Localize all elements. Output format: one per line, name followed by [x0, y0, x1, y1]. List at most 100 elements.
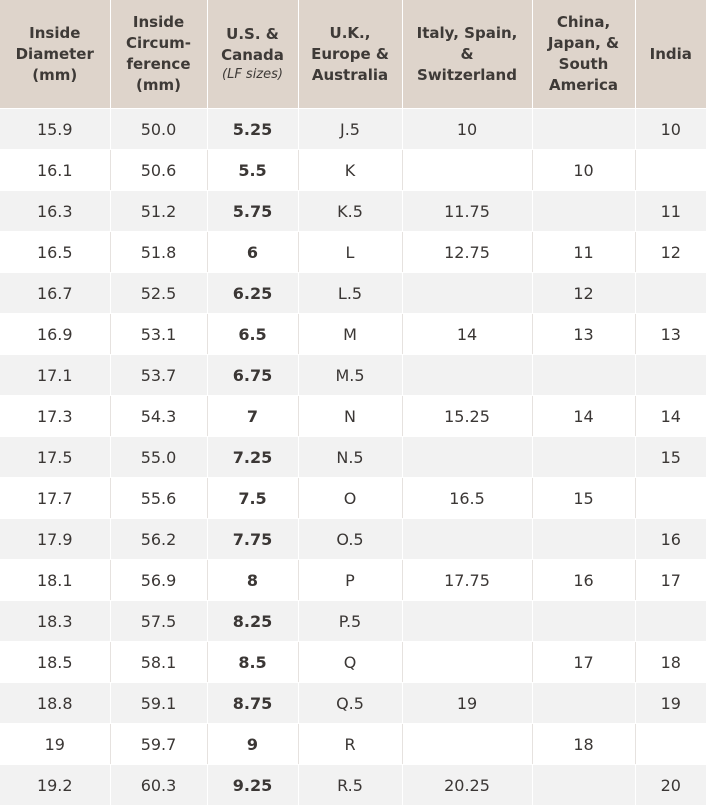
cell-china-japan-south-america [532, 436, 636, 478]
cell-us-canada: 6.75 [207, 354, 299, 396]
header-china-japan-south-america: China, Japan, & South America [532, 0, 636, 109]
cell-uk-europe-australia: N.5 [298, 436, 403, 478]
cell-us-canada: 9.25 [207, 764, 299, 806]
cell-inside-diameter: 16.9 [0, 313, 111, 355]
header-line: U.K., [329, 23, 371, 42]
cell-us-canada: 7.5 [207, 477, 299, 519]
header-uk-europe-australia: U.K., Europe & Australia [298, 0, 403, 109]
cell-inside-circumference: 59.1 [110, 682, 208, 724]
table-row: 17.9 56.2 7.75 O.5 16 [0, 518, 706, 560]
cell-inside-diameter: 16.1 [0, 149, 111, 191]
cell-italy-spain-switzerland: 16.5 [402, 477, 533, 519]
cell-italy-spain-switzerland [402, 272, 533, 314]
cell-inside-diameter: 19 [0, 723, 111, 765]
cell-us-canada: 9 [207, 723, 299, 765]
cell-italy-spain-switzerland [402, 149, 533, 191]
cell-inside-circumference: 56.9 [110, 559, 208, 601]
cell-uk-europe-australia: O.5 [298, 518, 403, 560]
table-row: 15.9 50.0 5.25 J.5 10 10 [0, 108, 706, 150]
cell-italy-spain-switzerland [402, 436, 533, 478]
table-row: 17.1 53.7 6.75 M.5 [0, 354, 706, 396]
cell-inside-diameter: 17.1 [0, 354, 111, 396]
cell-uk-europe-australia: M.5 [298, 354, 403, 396]
header-line: India [649, 44, 692, 63]
cell-china-japan-south-america: 11 [532, 231, 636, 273]
cell-inside-circumference: 60.3 [110, 764, 208, 806]
header-line: Canada [221, 46, 284, 64]
cell-italy-spain-switzerland: 19 [402, 682, 533, 724]
cell-india: 17 [635, 559, 706, 601]
cell-italy-spain-switzerland: 11.75 [402, 190, 533, 232]
header-inside-circumference: Inside Circum-ference (mm) [110, 0, 208, 109]
cell-inside-diameter: 16.3 [0, 190, 111, 232]
cell-china-japan-south-america [532, 354, 636, 396]
cell-inside-diameter: 17.5 [0, 436, 111, 478]
cell-inside-circumference: 55.6 [110, 477, 208, 519]
cell-italy-spain-switzerland: 10 [402, 108, 533, 150]
cell-uk-europe-australia: P.5 [298, 600, 403, 642]
cell-inside-circumference: 59.7 [110, 723, 208, 765]
cell-india: 13 [635, 313, 706, 355]
cell-inside-diameter: 18.3 [0, 600, 111, 642]
cell-italy-spain-switzerland: 12.75 [402, 231, 533, 273]
cell-india [635, 272, 706, 314]
cell-us-canada: 7.25 [207, 436, 299, 478]
table-row: 18.8 59.1 8.75 Q.5 19 19 [0, 682, 706, 724]
cell-india [635, 600, 706, 642]
header-row: Inside Diameter (mm) Inside Circum-ference (m… [0, 0, 706, 109]
cell-uk-europe-australia: R [298, 723, 403, 765]
cell-india [635, 354, 706, 396]
cell-inside-circumference: 51.2 [110, 190, 208, 232]
cell-inside-circumference: 55.0 [110, 436, 208, 478]
header-line: Italy, Spain, [416, 23, 518, 42]
header-subtitle: (LF sizes) [222, 67, 283, 82]
cell-inside-diameter: 18.8 [0, 682, 111, 724]
table-row: 17.7 55.6 7.5 O 16.5 15 [0, 477, 706, 519]
cell-china-japan-south-america [532, 518, 636, 560]
cell-italy-spain-switzerland [402, 600, 533, 642]
cell-italy-spain-switzerland [402, 641, 533, 683]
cell-inside-circumference: 50.6 [110, 149, 208, 191]
cell-us-canada: 6.25 [207, 272, 299, 314]
cell-inside-diameter: 19.2 [0, 764, 111, 806]
cell-china-japan-south-america: 17 [532, 641, 636, 683]
header-line: Europe & [311, 44, 389, 63]
cell-italy-spain-switzerland: 14 [402, 313, 533, 355]
cell-india [635, 477, 706, 519]
cell-inside-diameter: 16.5 [0, 231, 111, 273]
cell-china-japan-south-america: 15 [532, 477, 636, 519]
cell-us-canada: 5.5 [207, 149, 299, 191]
table-row: 16.7 52.5 6.25 L.5 12 [0, 272, 706, 314]
cell-india: 19 [635, 682, 706, 724]
cell-uk-europe-australia: Q.5 [298, 682, 403, 724]
cell-china-japan-south-america: 18 [532, 723, 636, 765]
cell-india [635, 723, 706, 765]
cell-uk-europe-australia: M [298, 313, 403, 355]
cell-us-canada: 8.75 [207, 682, 299, 724]
cell-inside-circumference: 58.1 [110, 641, 208, 683]
header-line: & [460, 44, 474, 63]
header-line: South [558, 55, 609, 73]
cell-us-canada: 8 [207, 559, 299, 601]
cell-inside-circumference: 53.1 [110, 313, 208, 355]
header-line: (mm) [32, 65, 78, 84]
cell-china-japan-south-america: 12 [532, 272, 636, 314]
cell-us-canada: 6 [207, 231, 299, 273]
cell-uk-europe-australia: L [298, 231, 403, 273]
header-line: China, [556, 13, 611, 31]
cell-inside-circumference: 51.8 [110, 231, 208, 273]
cell-italy-spain-switzerland: 17.75 [402, 559, 533, 601]
cell-uk-europe-australia: P [298, 559, 403, 601]
cell-inside-circumference: 56.2 [110, 518, 208, 560]
table-row: 19.2 60.3 9.25 R.5 20.25 20 [0, 764, 706, 806]
header-india: India [635, 0, 706, 109]
cell-china-japan-south-america: 13 [532, 313, 636, 355]
header-line: ference [126, 55, 191, 73]
header-line: Circum- [126, 34, 191, 52]
header-line: Japan, & [547, 34, 620, 52]
cell-india: 10 [635, 108, 706, 150]
table-row: 16.3 51.2 5.75 K.5 11.75 11 [0, 190, 706, 232]
table-row: 17.5 55.0 7.25 N.5 15 [0, 436, 706, 478]
header-line: Inside [132, 13, 185, 31]
